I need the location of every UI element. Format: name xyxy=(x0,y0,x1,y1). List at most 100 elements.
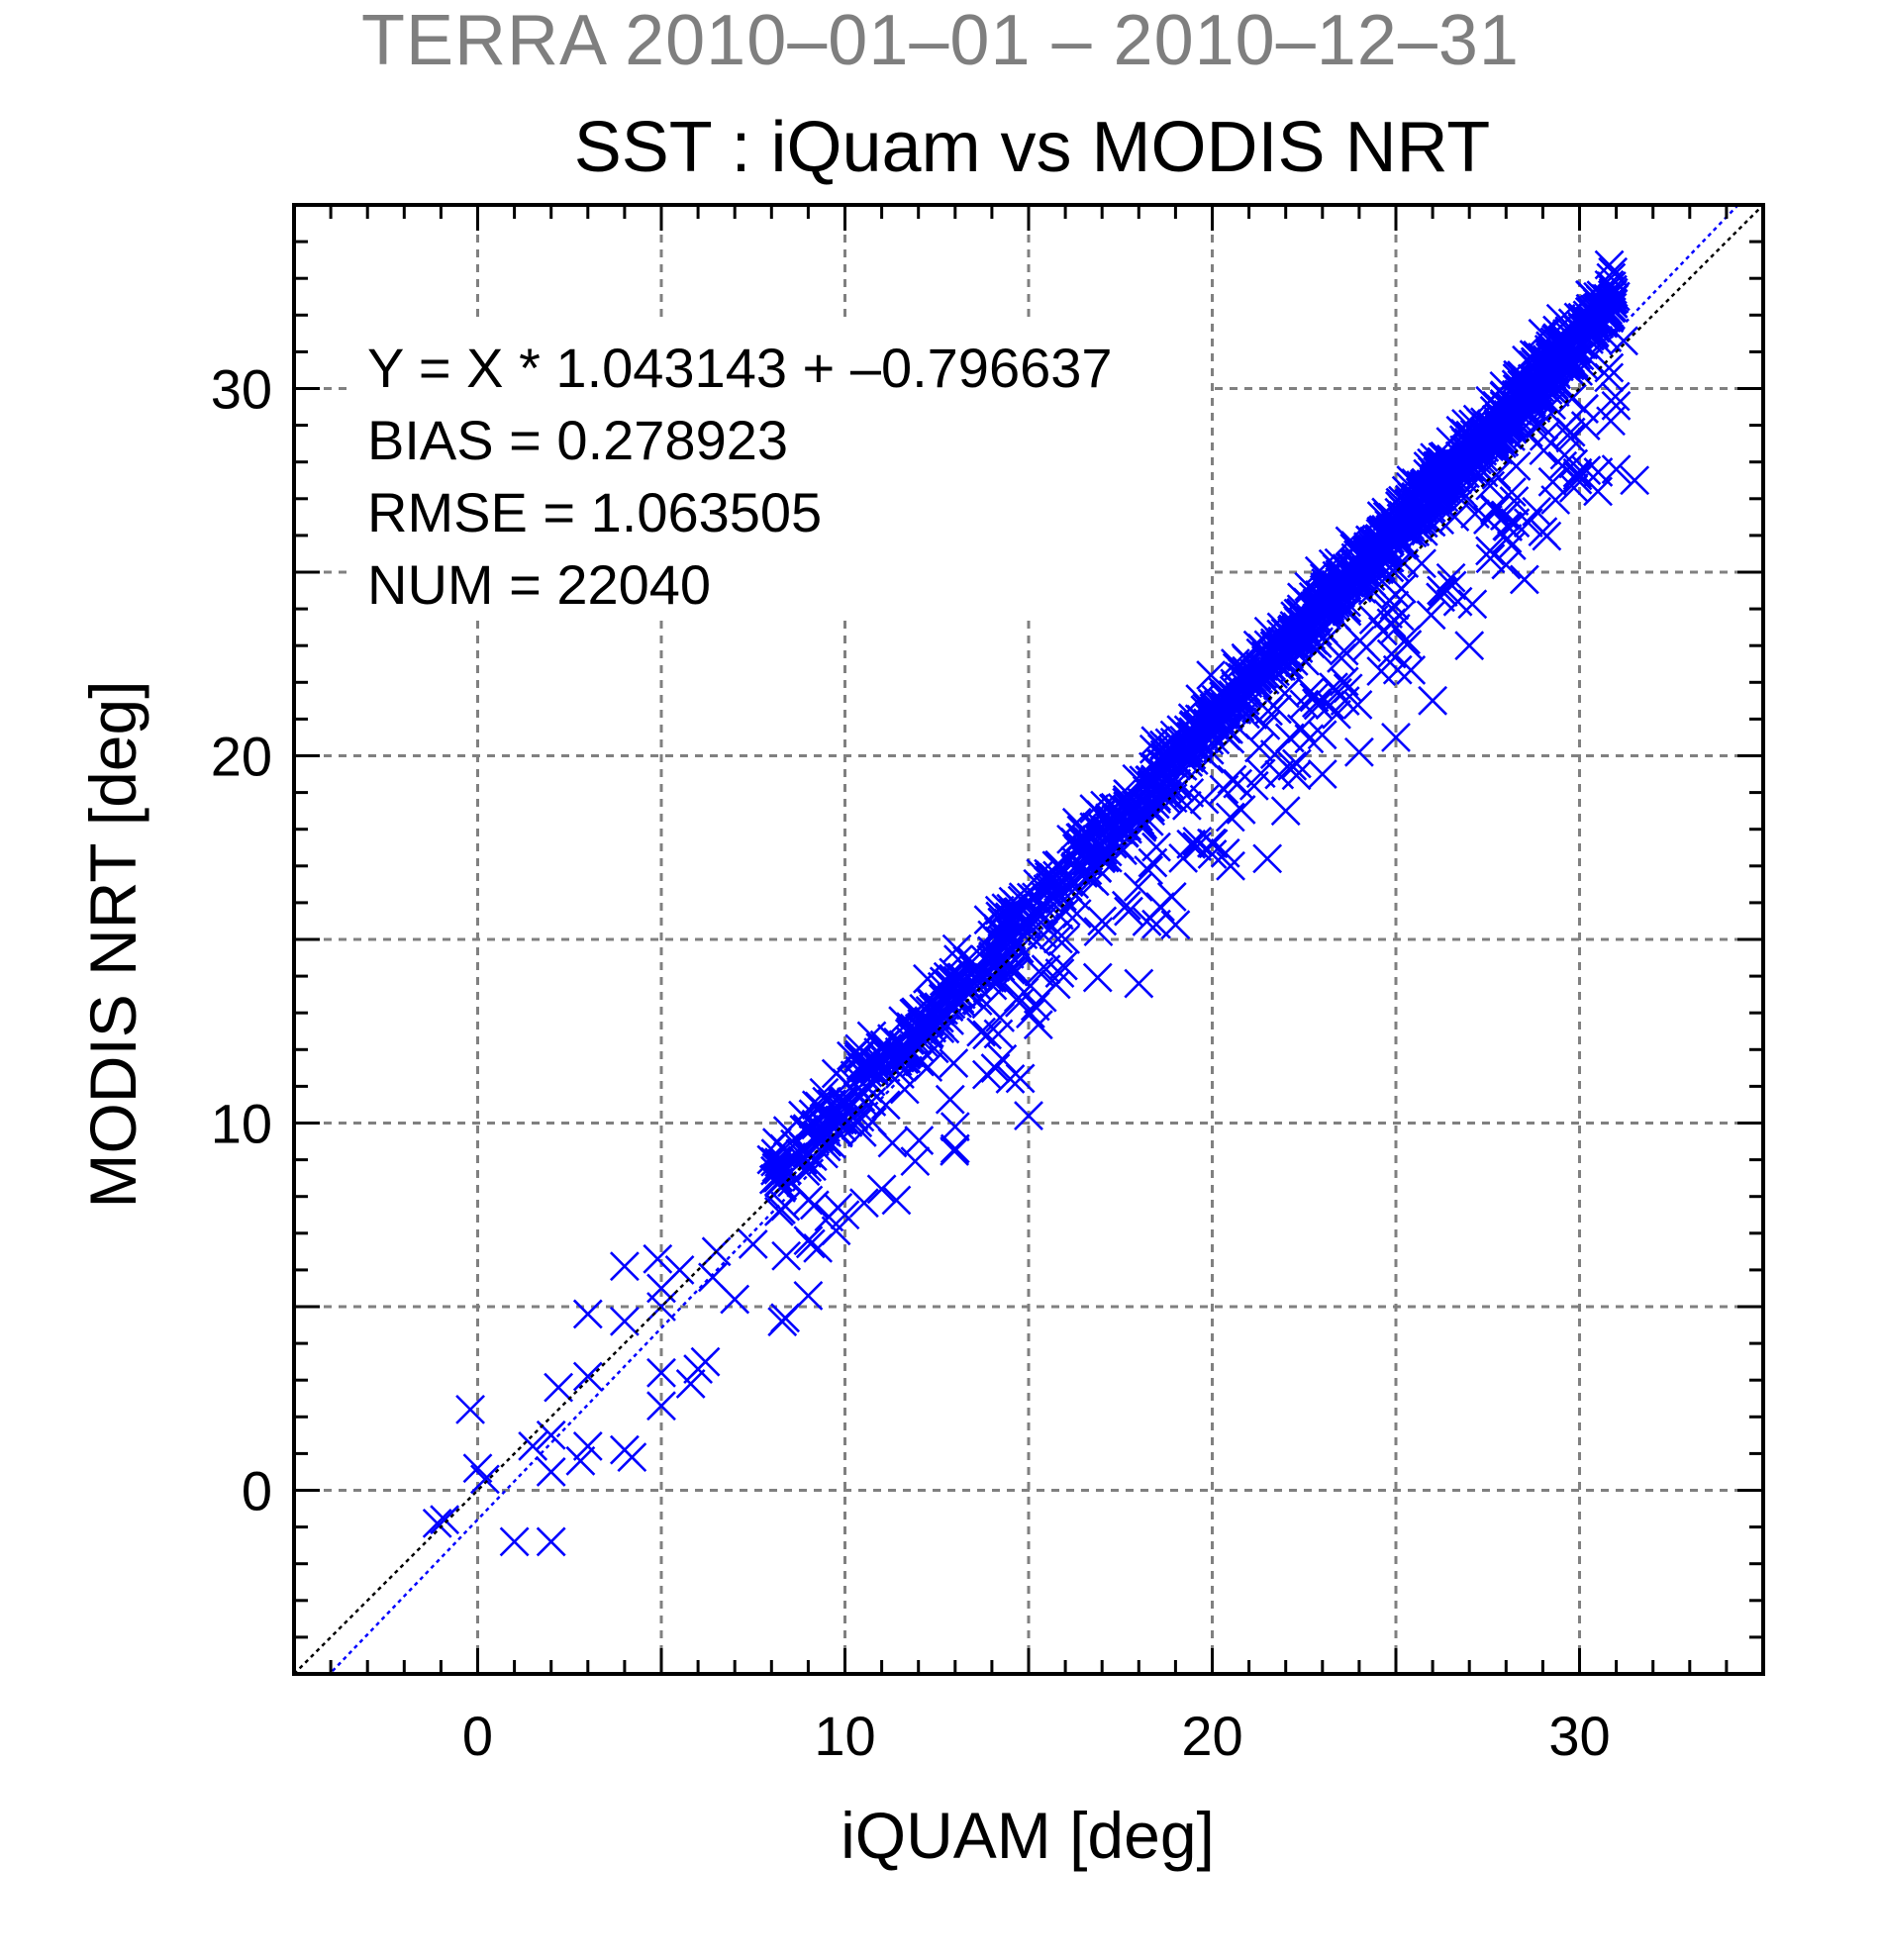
data-point xyxy=(985,945,1015,976)
data-point xyxy=(821,1216,851,1246)
data-point xyxy=(1496,387,1527,418)
data-point xyxy=(1408,508,1438,539)
data-point xyxy=(966,1017,997,1047)
data-point xyxy=(1450,444,1481,475)
data-point xyxy=(1278,614,1308,644)
data-point xyxy=(518,1431,548,1461)
data-point xyxy=(1157,783,1188,814)
data-point xyxy=(1060,851,1091,882)
tick-labels: 0 10 20 30 0 10 20 30 xyxy=(211,358,1611,1768)
data-point xyxy=(1529,421,1559,451)
data-point xyxy=(1620,465,1650,496)
data-point xyxy=(675,1368,706,1399)
data-point xyxy=(1381,520,1411,550)
data-point xyxy=(1396,655,1427,685)
data-point xyxy=(1194,735,1225,765)
data-point xyxy=(1540,485,1571,515)
data-point xyxy=(1009,977,1040,1008)
data-point xyxy=(1185,684,1216,714)
data-point xyxy=(1134,855,1164,886)
data-point xyxy=(544,1372,574,1403)
data-point xyxy=(1050,896,1081,927)
data-point xyxy=(430,1505,460,1535)
y-tick-label: 10 xyxy=(211,1093,272,1155)
data-point xyxy=(855,1066,886,1097)
data-point xyxy=(940,1133,970,1164)
data-point xyxy=(900,1146,931,1177)
data-point xyxy=(904,1126,935,1156)
data-point xyxy=(1445,415,1476,445)
data-point xyxy=(1436,452,1466,483)
data-point xyxy=(1138,734,1169,764)
data-point xyxy=(1145,892,1175,922)
data-point xyxy=(1141,832,1171,862)
identity-line xyxy=(294,205,1763,1674)
data-point xyxy=(1528,318,1558,348)
data-point xyxy=(1227,658,1257,688)
data-point xyxy=(1149,730,1179,760)
data-point xyxy=(1199,693,1230,724)
data-point xyxy=(1436,570,1467,601)
data-point xyxy=(1549,440,1580,470)
data-point xyxy=(1027,982,1057,1013)
data-point xyxy=(1299,682,1330,713)
data-point xyxy=(1558,472,1589,503)
data-point xyxy=(1307,759,1337,789)
fit-equation: Y = X * 1.043143 + –0.796637 xyxy=(367,337,1113,399)
data-point xyxy=(793,1185,824,1216)
fit-line xyxy=(328,205,1740,1674)
data-point xyxy=(1014,1101,1043,1130)
data-point xyxy=(1320,592,1350,623)
data-point xyxy=(1335,552,1365,583)
data-point xyxy=(793,1280,824,1311)
data-point xyxy=(1596,406,1626,437)
data-point xyxy=(1396,498,1427,529)
reference-lines xyxy=(294,205,1763,1674)
data-point xyxy=(929,995,958,1026)
data-point xyxy=(1594,352,1625,383)
data-point xyxy=(1420,462,1450,493)
data-point xyxy=(1238,770,1269,801)
data-point xyxy=(853,1073,884,1104)
data-point xyxy=(1270,796,1301,827)
data-point xyxy=(738,1229,768,1259)
data-point xyxy=(1209,774,1239,805)
data-point xyxy=(609,1251,640,1282)
data-point xyxy=(1600,381,1631,412)
data-point xyxy=(646,1391,676,1421)
data-point xyxy=(455,1394,485,1424)
data-point xyxy=(810,1097,841,1127)
data-point xyxy=(1545,303,1576,334)
data-point xyxy=(1601,454,1632,485)
data-point xyxy=(643,1243,673,1274)
data-point xyxy=(1137,770,1167,801)
data-point xyxy=(1475,543,1506,574)
data-point xyxy=(1480,495,1510,526)
data-point xyxy=(1513,380,1543,411)
data-point xyxy=(1005,1063,1036,1094)
data-point xyxy=(1295,589,1326,620)
data-point xyxy=(470,1464,500,1495)
data-point xyxy=(1182,734,1213,764)
data-point xyxy=(756,1144,787,1175)
data-point xyxy=(1518,349,1548,380)
data-point xyxy=(1322,699,1351,730)
x-tick-label: 20 xyxy=(1181,1705,1242,1767)
data-point xyxy=(1070,819,1100,848)
data-point xyxy=(1500,508,1531,539)
data-point xyxy=(1086,843,1116,874)
data-point xyxy=(1281,748,1312,779)
data-point xyxy=(1454,631,1485,661)
data-point xyxy=(798,1099,829,1129)
rmse-stat: RMSE = 1.063505 xyxy=(367,481,822,543)
data-point xyxy=(1489,370,1520,401)
data-point xyxy=(1392,630,1423,659)
data-point xyxy=(827,1087,857,1118)
data-point xyxy=(1529,436,1559,466)
data-point xyxy=(987,907,1018,937)
data-point xyxy=(915,996,945,1026)
data-point xyxy=(1042,860,1072,891)
data-point xyxy=(1509,564,1539,595)
data-point xyxy=(1499,486,1530,517)
data-point xyxy=(1367,616,1398,646)
